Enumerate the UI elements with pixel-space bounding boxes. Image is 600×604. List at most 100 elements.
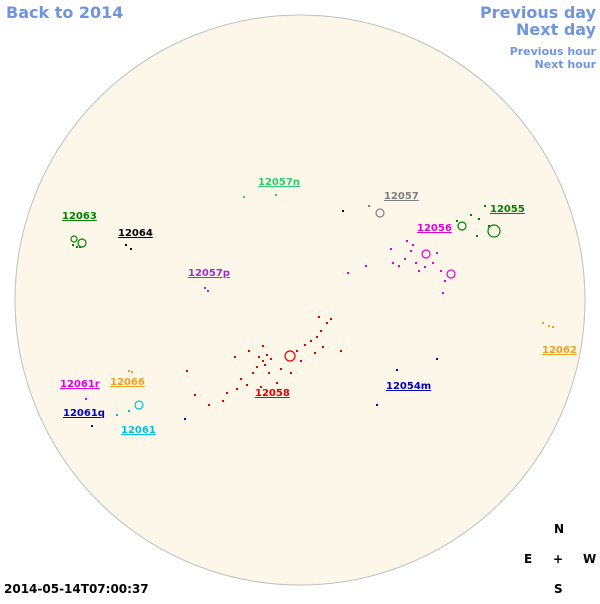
region-label-12057n[interactable]: 12057n (258, 177, 300, 188)
sunspot-12058 (246, 384, 248, 386)
region-label-12066[interactable]: 12066 (110, 377, 145, 388)
sunspot-12055 (487, 224, 501, 238)
region-label-12061[interactable]: 12061 (121, 425, 156, 436)
sunspot-12056 (424, 266, 426, 268)
sunspot-12058 (316, 336, 318, 338)
sunspot-12057n (243, 196, 245, 198)
sunspot-12055 (470, 214, 472, 216)
sunspot-12056 (406, 240, 408, 242)
sunspot-12058 (322, 346, 324, 348)
region-label-12064[interactable]: 12064 (118, 228, 153, 239)
sunspot-12056 (444, 280, 446, 282)
sunspot-12058 (276, 382, 278, 384)
region-label-12063[interactable]: 12063 (62, 211, 97, 222)
sunspot-12058 (266, 354, 268, 356)
sunspot-12061r (85, 398, 87, 400)
sunspot-12061 (128, 410, 130, 412)
sunspot-12058 (256, 366, 258, 368)
sunspot-12058 (284, 350, 296, 362)
region-label-12061q[interactable]: 12061q (63, 408, 105, 419)
sunspot-12054m (396, 369, 398, 371)
sunspot-12056 (421, 249, 431, 259)
sunspot-12064 (130, 248, 132, 250)
sunspot-12058 (248, 350, 250, 352)
sunspot-12055 (478, 218, 480, 220)
sunspot-12055 (476, 235, 478, 237)
back-to-year-link[interactable]: Back to 2014 (6, 3, 124, 22)
region-label-12057p[interactable]: 12057p (188, 268, 230, 279)
sunspot-12056 (365, 265, 367, 267)
previous-hour-link[interactable]: Previous hour (509, 45, 596, 58)
sunspot-12058 (252, 372, 254, 374)
sunspot-12055 (456, 220, 458, 222)
region-label-12056[interactable]: 12056 (417, 223, 452, 234)
sunspot-12058 (296, 350, 298, 352)
region-label-12061r[interactable]: 12061r (60, 379, 100, 390)
compass-center: + (553, 552, 564, 566)
sunspot-12062 (552, 326, 554, 328)
sunspot-12058 (304, 344, 306, 346)
sunspot-12057 (368, 205, 370, 207)
sunspot-12058 (264, 364, 266, 366)
sunspot-12061q (184, 418, 186, 420)
sunspot-12054m (436, 358, 438, 360)
next-day-link[interactable]: Next day (516, 20, 596, 39)
sunspot-12056 (418, 270, 420, 272)
sunspot-12058 (258, 356, 260, 358)
sunspot-12058 (236, 388, 238, 390)
sunspot-12058 (222, 400, 224, 402)
compass-south: S (554, 582, 563, 596)
sunspot-12056 (347, 272, 349, 274)
sunspot-12056 (432, 262, 434, 264)
region-label-12054m[interactable]: 12054m (386, 381, 432, 392)
sunspot-features (70, 194, 554, 427)
sunspot-12058 (330, 318, 332, 320)
sunspot-12058 (314, 352, 316, 354)
compass-west: W (583, 552, 597, 566)
sunspot-12058 (208, 404, 210, 406)
sunspot-12058 (280, 368, 282, 370)
sunspot-12058 (320, 330, 322, 332)
sunspot-12057p (207, 290, 209, 292)
region-label-12057[interactable]: 12057 (384, 191, 419, 202)
sunspot-12061 (116, 414, 118, 416)
sunspot-12058 (268, 372, 270, 374)
compass-north: N (554, 522, 565, 536)
sunspot-12058 (290, 372, 292, 374)
region-label-12058[interactable]: 12058 (255, 388, 290, 399)
solar-disk (14, 14, 586, 586)
sunspot-12056 (404, 258, 406, 260)
sunspot-12061 (134, 400, 144, 410)
sunspot-12056 (442, 292, 444, 294)
sunspot-12058 (262, 360, 264, 362)
sunspot-12063 (70, 235, 78, 243)
sunspot-12054m (376, 404, 378, 406)
sunspot-12063 (76, 246, 78, 248)
sunspot-12055 (488, 225, 490, 227)
sunspot-12056 (440, 270, 442, 272)
sunspot-12058 (340, 350, 342, 352)
next-hour-link[interactable]: Next hour (534, 58, 597, 71)
sunspot-12066 (131, 371, 133, 373)
sunspot-12066 (128, 370, 130, 372)
sunspot-12058 (326, 322, 328, 324)
previous-day-link[interactable]: Previous day (479, 3, 596, 22)
sunspot-12064 (125, 244, 127, 246)
sunspot-12056 (415, 262, 417, 264)
sunspot-12058 (262, 345, 264, 347)
sunspot-12055 (484, 205, 486, 207)
region-label-12062[interactable]: 12062 (542, 345, 577, 356)
sunspot-12058 (194, 394, 196, 396)
sunspot-12062 (542, 322, 544, 324)
sunspot-12056 (398, 265, 400, 267)
sunspot-12061q (91, 425, 93, 427)
sunspot-12062 (548, 325, 550, 327)
sunspot-12063 (79, 246, 81, 248)
sunspot-12063 (77, 238, 87, 248)
sunspot-12058 (300, 360, 302, 362)
region-label-12055[interactable]: 12055 (490, 204, 525, 215)
sunspot-12056 (410, 250, 412, 252)
sunspot-12058 (310, 340, 312, 342)
